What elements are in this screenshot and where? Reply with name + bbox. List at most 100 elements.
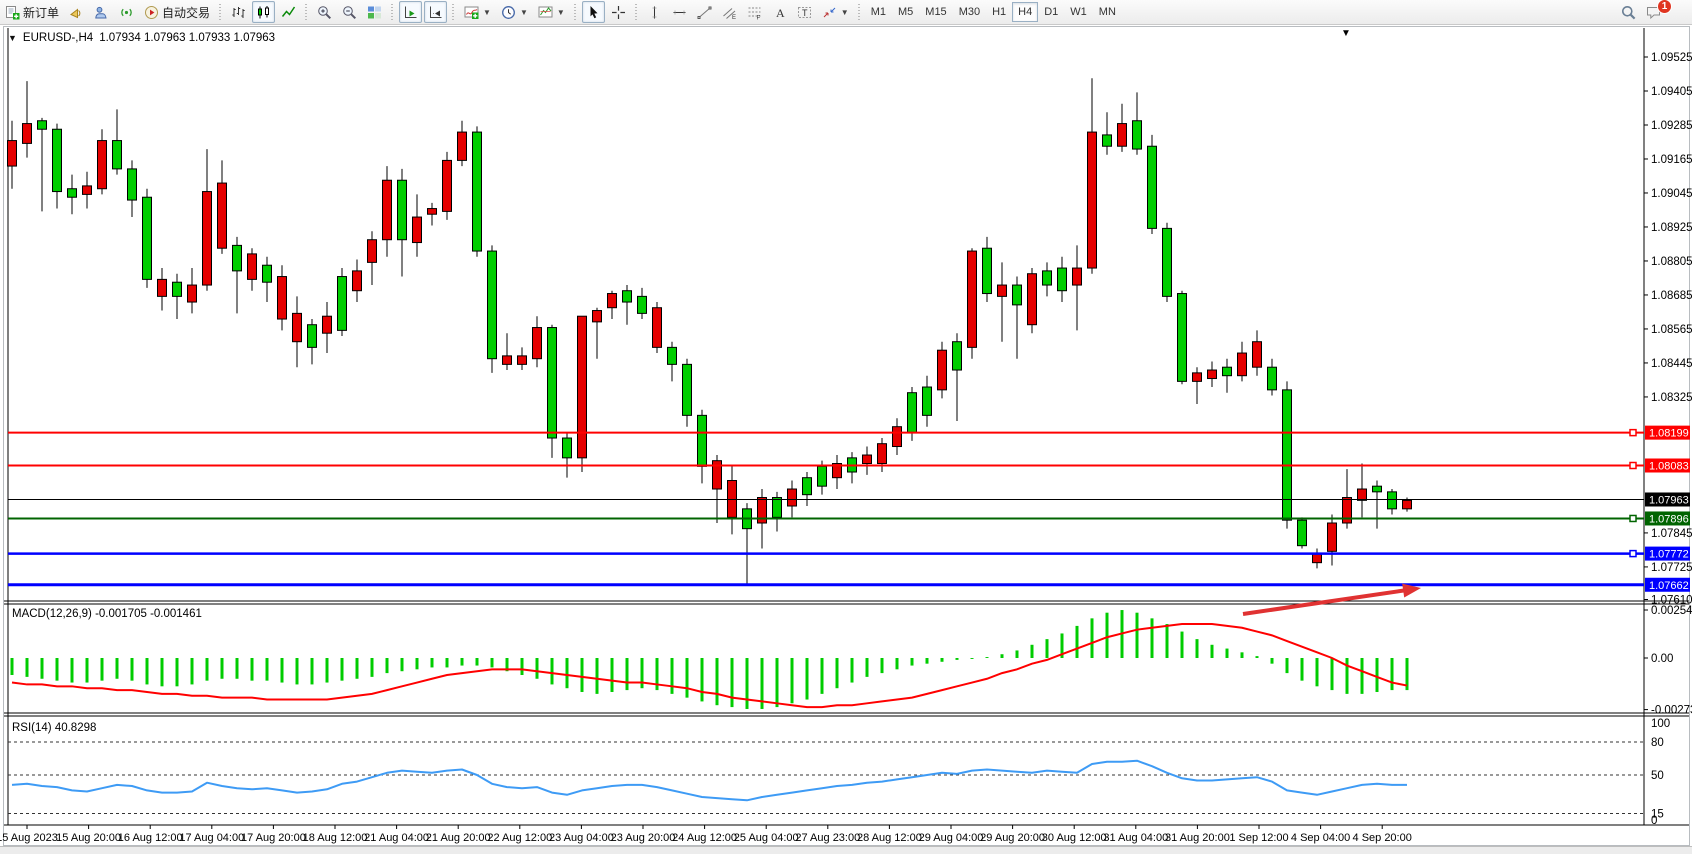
candle-body [472,131,482,252]
price-line-badge-label: 1.08083 [1649,460,1689,472]
line-anchor-marker[interactable] [1629,549,1637,558]
text-button[interactable]: A [768,1,791,23]
trend-arrow[interactable] [1242,588,1408,616]
chart-shift-button[interactable] [424,1,448,23]
toolbar-grip[interactable] [303,4,311,20]
candle-body [1252,341,1262,368]
tf-m15[interactable]: M15 [925,6,947,18]
svg-text:F: F [756,15,760,20]
tf-m30[interactable]: M30 [958,6,981,18]
candle-body [262,264,272,283]
horizontal-line-button[interactable] [668,1,691,23]
auto-scroll-button[interactable] [399,1,423,23]
tf-m5[interactable]: M5 [898,6,914,18]
line-chart-button[interactable] [277,1,300,23]
tf-m1[interactable]: M1 [870,6,886,18]
macd-histogram [10,610,1409,709]
chart-window-border [3,26,1690,846]
tf-mn[interactable]: MN [1098,6,1116,18]
market-watch-button[interactable] [65,1,88,23]
zoom-out-button[interactable] [338,1,361,23]
new-order-button[interactable]: 新订单 [1,1,63,23]
navigator-button[interactable] [115,1,138,23]
arrows-tool-button[interactable]: ▼ [818,1,853,23]
candlestick-chart-button[interactable] [252,1,276,23]
line-anchor-marker[interactable] [1629,514,1637,523]
text-label-button[interactable]: T [793,1,816,23]
line-anchor-marker[interactable] [1629,428,1637,437]
quick-menu-triangle-icon[interactable]: ▼ [1341,28,1351,39]
tf-h4[interactable]: H4 [1012,2,1039,22]
toolbar-grip[interactable] [450,4,458,20]
arrows-icon [823,7,836,17]
clock-icon [502,5,515,19]
candle-body [1282,389,1292,521]
tf-w1[interactable]: W1 [1070,6,1087,18]
notifications-button[interactable]: 1 [1642,0,1683,23]
toolbar-grip[interactable] [571,4,579,20]
toolbar-grip[interactable] [632,4,640,20]
candle-body [697,414,707,467]
candle-body [1372,485,1382,493]
profile-icon [95,6,107,18]
cursor-button[interactable] [581,1,605,23]
chevron-down-icon: ▼ [840,7,849,17]
toolbar-grip[interactable] [389,4,397,20]
search-button[interactable] [1617,1,1640,23]
toolbar-grip[interactable] [217,4,225,20]
fibonacci-button[interactable]: F [743,1,766,23]
periods-button[interactable]: ▼ [497,1,532,23]
chart-window[interactable]: ▼ EURUSD-,H4 1.07934 1.07963 1.07933 1.0… [0,25,1692,854]
candle-body [1267,366,1277,391]
trend-arrow-head[interactable] [1402,583,1421,598]
symbol-dropdown-icon[interactable]: ▼ [8,33,17,43]
chart-canvas[interactable]: 1.09525 1.09405 1.09285 1.09165 1.09045 1.089… [0,25,1692,854]
chart-ohlc-values: 1.07934 1.07963 1.07933 1.07963 [99,32,276,44]
candle-body [502,355,512,365]
candle-body [1117,123,1127,147]
time-tick-label: 30 Aug 12:00 [1042,832,1107,844]
candle-body [1402,499,1412,510]
data-window-button[interactable] [90,1,113,23]
candle-body [1237,352,1247,377]
notification-badge: 1 [1657,0,1672,14]
candle-body [172,281,182,297]
vertical-line-button[interactable] [643,1,666,23]
candle-body [1312,553,1322,564]
candle-body [412,216,422,244]
time-tick-label: 29 Aug 20:00 [980,832,1045,844]
candle-body [22,123,32,144]
toolbar-grip[interactable] [855,4,863,20]
crosshair-button[interactable] [607,1,630,23]
trendline-button[interactable] [693,1,716,23]
zoom-in-button[interactable] [313,1,336,23]
bar-chart-button[interactable] [227,1,250,23]
indicators-button[interactable]: ▼ [460,1,495,23]
time-tick-label: 1 Sep 12:00 [1229,832,1288,844]
macd-tick-label: -0.002733 [1651,705,1692,717]
price-line-badge-label: 1.07896 [1649,513,1689,525]
tf-d1[interactable]: D1 [1044,6,1059,18]
candle-body [952,341,962,371]
candle-body [1027,273,1037,326]
time-tick-label: 28 Aug 12:00 [857,832,922,844]
zoomin-icon [318,5,332,19]
rsi-tick-label: 50 [1651,770,1664,782]
time-tick-label: 21 Aug 04:00 [364,832,429,844]
candle-body [922,386,932,416]
candle-body [652,307,662,348]
chevron-down-icon: ▼ [483,7,491,17]
equidistant-channel-button[interactable]: E [718,1,741,23]
candle-body [397,179,407,241]
tf-h1[interactable]: H1 [992,6,1007,18]
candle-body [622,290,632,303]
auto-trading-button[interactable]: 自动交易 [140,1,214,23]
textA-icon: A [776,6,785,20]
price-tick-label: 1.09405 [1651,86,1692,98]
price-line-badge [1645,492,1690,507]
tile-windows-button[interactable] [363,1,386,23]
templates-button[interactable]: ▼ [534,1,569,23]
time-tick-label: 21 Aug 20:00 [426,832,491,844]
line-anchor-marker[interactable] [1629,461,1637,470]
price-tick-label: 1.09525 [1651,52,1692,64]
